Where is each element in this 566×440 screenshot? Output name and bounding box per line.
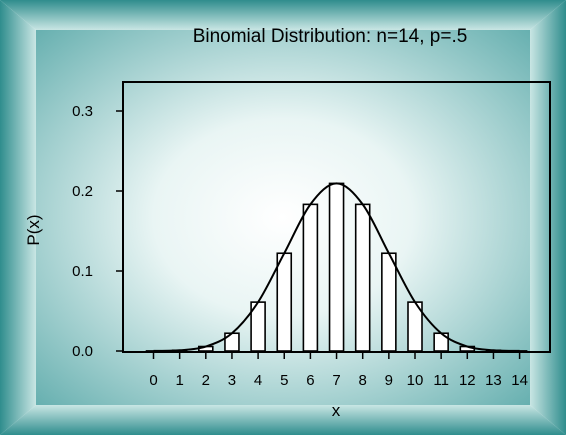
bar: [302, 203, 319, 352]
y-tick-label: 0.0: [72, 343, 93, 360]
bar: [354, 203, 371, 352]
x-tick-label: 12: [459, 372, 476, 389]
x-tick-label: 7: [332, 372, 340, 389]
x-tick-label: 3: [228, 372, 236, 389]
x-tick-label: 6: [306, 372, 314, 389]
x-tick-label: 9: [385, 372, 393, 389]
x-tick-label: 13: [485, 372, 502, 389]
x-tick-label: 2: [202, 372, 210, 389]
x-tick-label: 0: [149, 372, 157, 389]
y-tick-label: 0.1: [72, 263, 93, 280]
x-tick-label: 10: [407, 372, 424, 389]
y-tick-label: 0.2: [72, 183, 93, 200]
series-line: [153, 182, 520, 352]
x-tick-label: 14: [511, 372, 528, 389]
x-tick-label: 8: [359, 372, 367, 389]
x-tick-label: 1: [175, 372, 183, 389]
chart-title: Binomial Distribution: n=14, p=.5: [193, 26, 468, 47]
y-tick-label: 0.3: [72, 103, 93, 120]
bar: [276, 252, 293, 352]
bar: [381, 252, 397, 352]
x-tick-label: 4: [254, 372, 262, 389]
x-tick-label: 5: [280, 372, 288, 389]
y-axis-title: P(x): [24, 214, 43, 245]
bar: [328, 182, 345, 352]
x-axis-title: x: [332, 401, 341, 420]
x-tick-label: 11: [433, 372, 449, 389]
plot-area: 0 1 2 3 4 5 6 7 8 9 10 11 12 13 140.00.10.20.3: [72, 81, 551, 389]
